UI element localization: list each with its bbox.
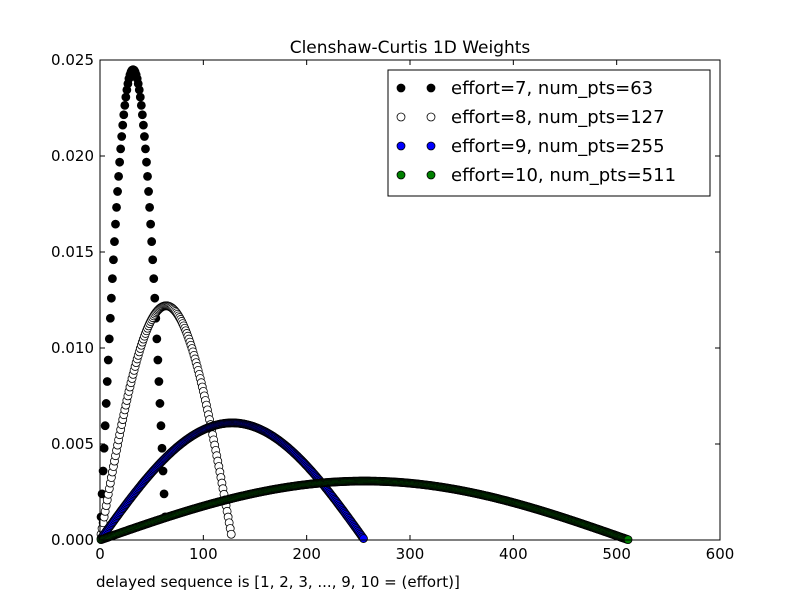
data-point — [154, 377, 164, 386]
data-point — [145, 202, 155, 212]
legend-label: effort=7, num_pts=63 — [451, 78, 653, 99]
legend-entry: effort=8, num_pts=127 — [396, 107, 665, 128]
data-point — [144, 187, 153, 196]
plot-frame — [99, 59, 721, 541]
series-2-points — [96, 301, 236, 539]
x-axis-label: delayed sequence is [1, 2, 3, ..., 9, 10… — [96, 573, 460, 591]
legend-marker — [426, 141, 436, 151]
data-point — [102, 377, 112, 386]
data-point — [134, 85, 144, 95]
data-point — [99, 443, 109, 453]
data-point — [138, 120, 148, 130]
data-point — [118, 120, 128, 130]
y-tick-label: 0.010 — [51, 339, 94, 357]
data-point — [103, 355, 113, 365]
data-point — [113, 187, 122, 196]
data-point — [101, 399, 111, 408]
data-point — [120, 101, 130, 110]
data-point — [153, 355, 163, 365]
legend-marker — [396, 141, 406, 151]
data-point — [359, 534, 368, 543]
legend-marker — [396, 112, 406, 122]
x-tick-label: 100 — [189, 545, 218, 563]
data-point — [137, 110, 147, 120]
data-point — [98, 466, 108, 476]
x-tick-label: 500 — [602, 545, 631, 563]
data-point — [155, 399, 165, 408]
data-point — [149, 274, 159, 284]
series-4-points — [96, 476, 633, 545]
x-tick-label: 300 — [396, 545, 425, 563]
data-point — [100, 421, 110, 431]
y-tick-label: 0.020 — [51, 147, 94, 165]
x-tick-label: 600 — [706, 545, 735, 563]
x-tick-label: 200 — [292, 545, 321, 563]
series-1-points — [96, 65, 170, 522]
data-point — [146, 219, 156, 229]
legend-entry: effort=10, num_pts=511 — [396, 165, 676, 186]
legend-label: effort=10, num_pts=511 — [451, 165, 676, 186]
y-tick-label: 0.025 — [51, 51, 94, 69]
legend-marker — [396, 83, 406, 93]
data-point — [226, 529, 236, 539]
data-point — [142, 157, 151, 167]
x-tick-label: 400 — [499, 545, 528, 563]
data-point — [114, 171, 123, 181]
data-point — [115, 157, 125, 167]
data-point — [140, 132, 149, 141]
data-point — [156, 421, 166, 431]
data-point — [109, 255, 118, 265]
data-points — [96, 65, 633, 545]
data-point — [104, 334, 114, 344]
data-point — [152, 334, 162, 344]
data-point — [148, 255, 158, 265]
axis-ticks: 0 100 200 300 400 500 600 0.000 0.005 0.010 0.015 0… — [51, 51, 734, 563]
legend-label: effort=8, num_pts=127 — [451, 107, 665, 128]
legend-marker — [426, 83, 436, 93]
legend-marker — [426, 112, 436, 122]
data-point — [135, 92, 145, 102]
legend-marker — [396, 170, 406, 180]
data-point — [117, 132, 127, 141]
legend-box — [387, 69, 711, 197]
y-tick-label: 0.015 — [51, 243, 94, 261]
data-point — [147, 237, 157, 246]
x-tick-label: 0 — [95, 545, 105, 563]
data-point — [116, 144, 126, 154]
data-point — [108, 274, 117, 284]
data-point — [106, 293, 116, 303]
data-point — [119, 110, 129, 120]
data-point — [111, 219, 120, 229]
data-point — [110, 237, 119, 246]
data-point — [121, 92, 131, 102]
chart-title: Clenshaw-Curtis 1D Weights — [290, 38, 531, 58]
legend-entry: effort=7, num_pts=63 — [396, 78, 653, 99]
data-point — [141, 144, 150, 154]
data-point — [112, 202, 121, 212]
data-point — [105, 313, 115, 323]
legend-entry: effort=9, num_pts=255 — [396, 136, 665, 157]
data-point — [136, 101, 146, 110]
y-tick-label: 0.005 — [51, 435, 94, 453]
y-tick-label: 0.000 — [51, 531, 94, 549]
legend-label: effort=9, num_pts=255 — [451, 136, 665, 157]
data-point — [143, 171, 152, 181]
data-point — [157, 443, 167, 453]
legend-marker — [426, 170, 436, 180]
data-point — [158, 466, 168, 476]
legend: effort=7, num_pts=63 effort=8, num_pts=12… — [387, 69, 711, 197]
data-point — [159, 489, 169, 499]
data-point — [150, 293, 160, 303]
